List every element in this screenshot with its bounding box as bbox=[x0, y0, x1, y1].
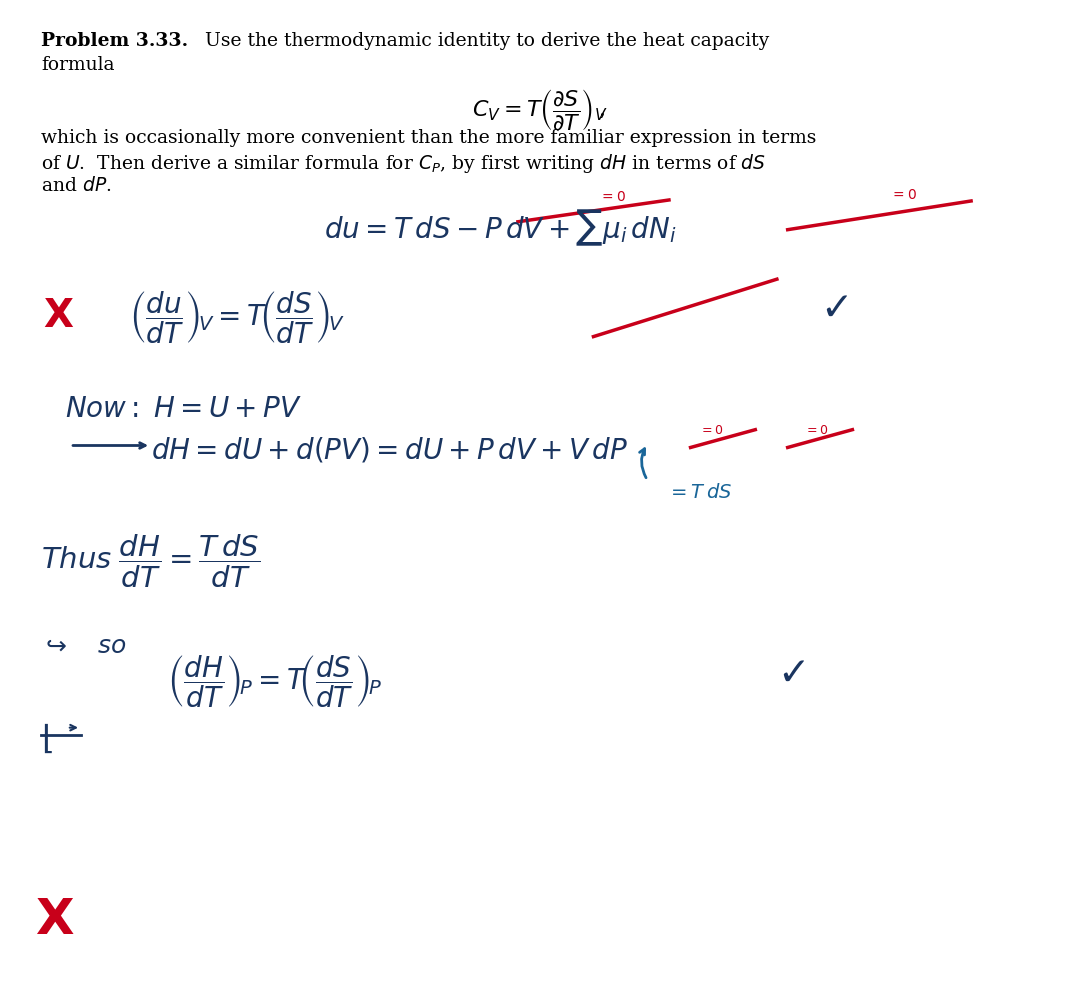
Text: $Now:\; H = U + PV$: $Now:\; H = U + PV$ bbox=[65, 396, 301, 423]
Text: $dH = dU + d(PV) = dU + P\,dV + V\,dP$: $dH = dU + d(PV) = dU + P\,dV + V\,dP$ bbox=[151, 436, 628, 464]
Text: $=T\,dS$: $=T\,dS$ bbox=[667, 483, 732, 502]
Text: $Thus\;\dfrac{dH}{dT} = \dfrac{T\,dS}{dT}$: $Thus\;\dfrac{dH}{dT} = \dfrac{T\,dS}{dT… bbox=[41, 533, 260, 590]
Text: $\checkmark$: $\checkmark$ bbox=[777, 653, 805, 691]
Text: $\left(\dfrac{du}{dT}\right)_{\!V} = T\!\left(\dfrac{dS}{dT}\right)_{\!V}$: $\left(\dfrac{du}{dT}\right)_{\!V} = T\!… bbox=[129, 289, 345, 346]
Text: of $U$.  Then derive a similar formula for $C_P$, by first writing $dH$ in terms: of $U$. Then derive a similar formula fo… bbox=[41, 152, 766, 175]
Text: and $dP$.: and $dP$. bbox=[41, 176, 111, 195]
Text: $\checkmark$: $\checkmark$ bbox=[820, 289, 848, 327]
Text: $\bf{X}$: $\bf{X}$ bbox=[43, 297, 74, 335]
Text: which is occasionally more convenient than the more familiar expression in terms: which is occasionally more convenient th… bbox=[41, 129, 817, 147]
Text: $=0$: $=0$ bbox=[890, 188, 917, 202]
Text: formula: formula bbox=[41, 56, 114, 74]
Text: $so$: $so$ bbox=[97, 634, 126, 657]
Text: $\left(\dfrac{dH}{dT}\right)_{\!P} = T\!\left(\dfrac{dS}{dT}\right)_{\!P}$: $\left(\dfrac{dH}{dT}\right)_{\!P} = T\!… bbox=[167, 653, 382, 710]
Text: $\lfloor$: $\lfloor$ bbox=[41, 723, 53, 756]
Text: $\bf{X}$: $\bf{X}$ bbox=[35, 896, 74, 943]
Text: $=0$: $=0$ bbox=[599, 190, 626, 204]
Text: Problem 3.33.: Problem 3.33. bbox=[41, 32, 188, 50]
Text: $du = T\,dS - P\,dV + \sum\mu_i\,dN_i$: $du = T\,dS - P\,dV + \sum\mu_i\,dN_i$ bbox=[324, 208, 677, 248]
Text: $=0$: $=0$ bbox=[699, 424, 724, 437]
Text: $=0$: $=0$ bbox=[804, 424, 829, 437]
Text: Use the thermodynamic identity to derive the heat capacity: Use the thermodynamic identity to derive… bbox=[205, 32, 769, 50]
Text: $C_V = T\left(\dfrac{\partial S}{\partial T}\right)_V\!\!,$: $C_V = T\left(\dfrac{\partial S}{\partia… bbox=[472, 87, 607, 132]
Text: $\hookrightarrow$: $\hookrightarrow$ bbox=[41, 634, 68, 657]
